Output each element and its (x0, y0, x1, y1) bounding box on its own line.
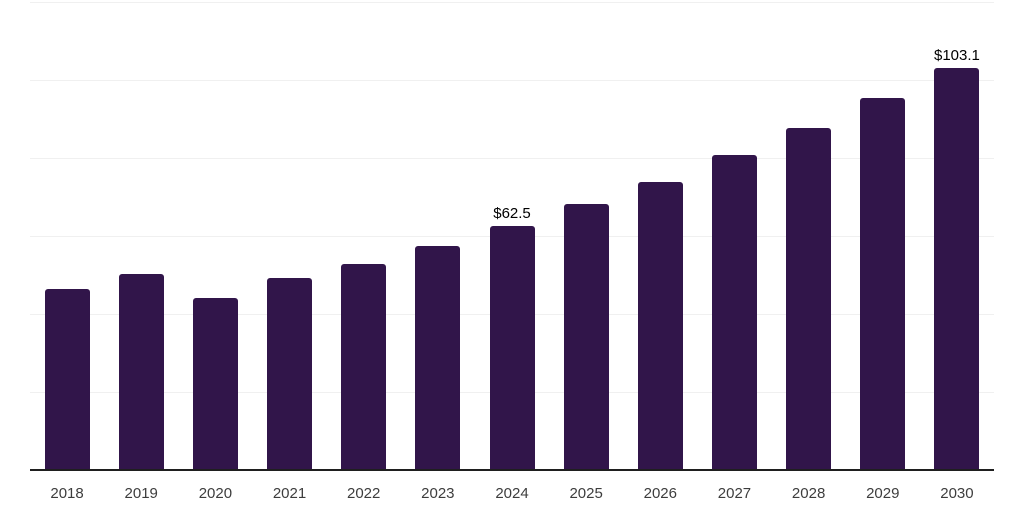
x-tick-2022: 2022 (347, 485, 381, 502)
x-tick-2025: 2025 (569, 485, 603, 502)
bar-2027 (711, 154, 757, 470)
bar-2020 (192, 297, 238, 470)
bar-2024 (489, 226, 535, 470)
gridline-120 (30, 2, 994, 3)
x-tick-2027: 2027 (717, 485, 752, 502)
value-label-2030: $103.1 (933, 46, 980, 64)
x-axis-line (30, 469, 994, 471)
bar-2025 (563, 204, 609, 470)
x-tick-2028: 2028 (791, 485, 826, 502)
x-tick-2021: 2021 (272, 485, 307, 502)
x-tick-2023: 2023 (421, 485, 455, 502)
bar-2028 (786, 128, 832, 470)
bar-2029 (860, 97, 906, 470)
bar-2021 (267, 277, 313, 470)
x-tick-2029: 2029 (866, 485, 900, 502)
bar-2026 (637, 181, 683, 470)
bar-2019 (118, 273, 164, 470)
x-tick-2019: 2019 (124, 485, 158, 502)
x-tick-2024: 2024 (495, 485, 529, 502)
bar-2018 (44, 289, 90, 470)
bar-2030 (934, 67, 980, 470)
bar-2022 (341, 264, 387, 470)
x-tick-2030: 2030 (940, 485, 974, 502)
x-tick-2018: 2018 (50, 485, 84, 502)
gridline-80 (30, 158, 994, 159)
x-tick-2026: 2026 (643, 485, 677, 502)
x-tick-2020: 2020 (198, 485, 233, 502)
bar-2023 (415, 246, 461, 470)
gridline-100 (30, 80, 994, 81)
value-label-2024: $62.5 (493, 205, 531, 223)
